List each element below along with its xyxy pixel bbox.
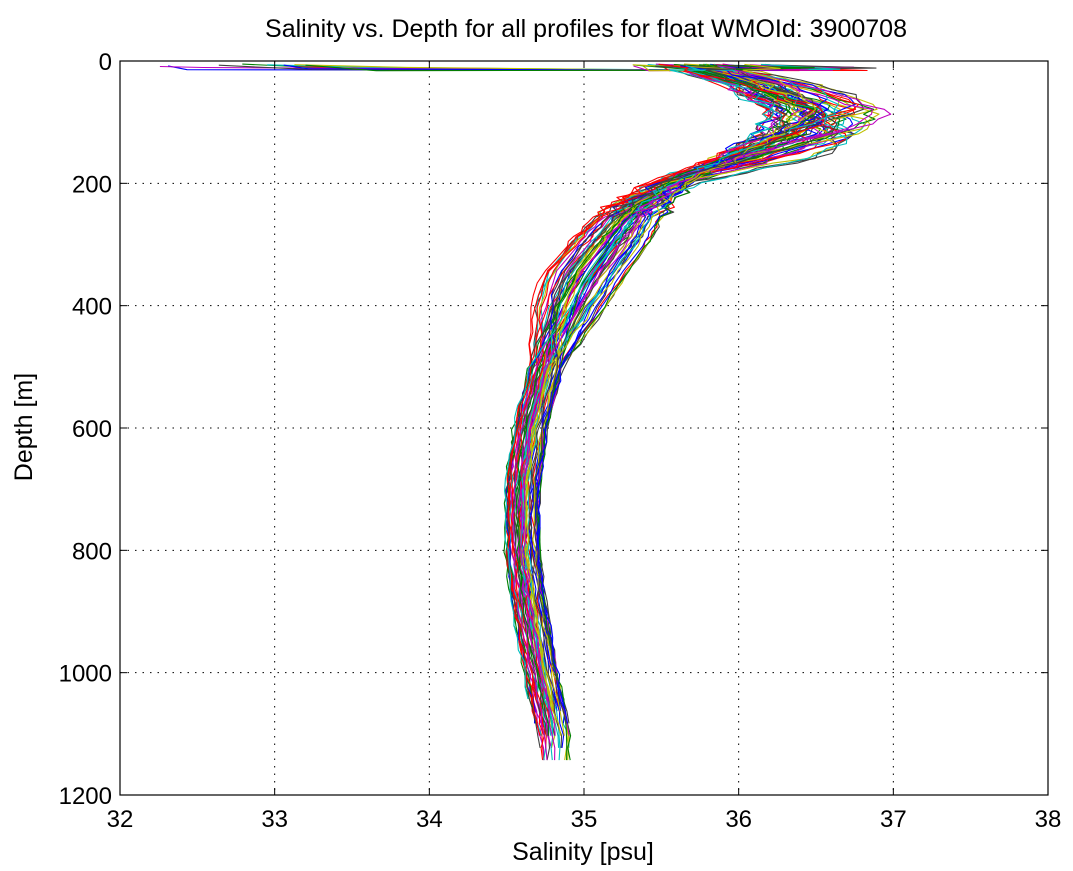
x-tick-label: 32	[107, 806, 134, 833]
x-tick-label: 37	[880, 806, 907, 833]
chart-title: Salinity vs. Depth for all profiles for …	[265, 15, 907, 43]
y-tick-label: 0	[99, 49, 112, 76]
y-tick-label: 200	[72, 171, 112, 198]
profile-line	[535, 63, 876, 712]
profile-line	[512, 64, 782, 761]
x-tick-label: 36	[725, 806, 752, 833]
x-tick-label: 35	[571, 806, 598, 833]
x-tick-label: 33	[261, 806, 288, 833]
grid	[120, 61, 1048, 795]
x-axis: 32 33 34 35 36 37 38	[107, 61, 1062, 833]
y-axis-label: Depth [m]	[10, 373, 38, 481]
y-tick-label: 1200	[59, 783, 112, 810]
y-tick-label: 600	[72, 416, 112, 443]
x-tick-label: 38	[1035, 806, 1062, 833]
profile-line	[504, 65, 839, 700]
profile-line	[522, 65, 892, 736]
profile-line	[535, 65, 815, 761]
y-axis: 0 200 400 600 800 1000 1200	[59, 49, 1048, 810]
profile-line	[524, 63, 817, 736]
y-tick-label: 1000	[59, 661, 112, 688]
y-tick-label: 400	[72, 294, 112, 321]
x-tick-label: 34	[416, 806, 443, 833]
profile-line	[536, 65, 829, 712]
y-tick-label: 800	[72, 538, 112, 565]
profile-line	[519, 63, 837, 712]
profile-line	[525, 63, 880, 724]
profiles	[159, 63, 892, 761]
profile-line	[533, 66, 791, 724]
profile-line	[515, 64, 818, 736]
x-axis-label: Salinity [psu]	[512, 838, 654, 866]
profile-line	[530, 64, 784, 712]
